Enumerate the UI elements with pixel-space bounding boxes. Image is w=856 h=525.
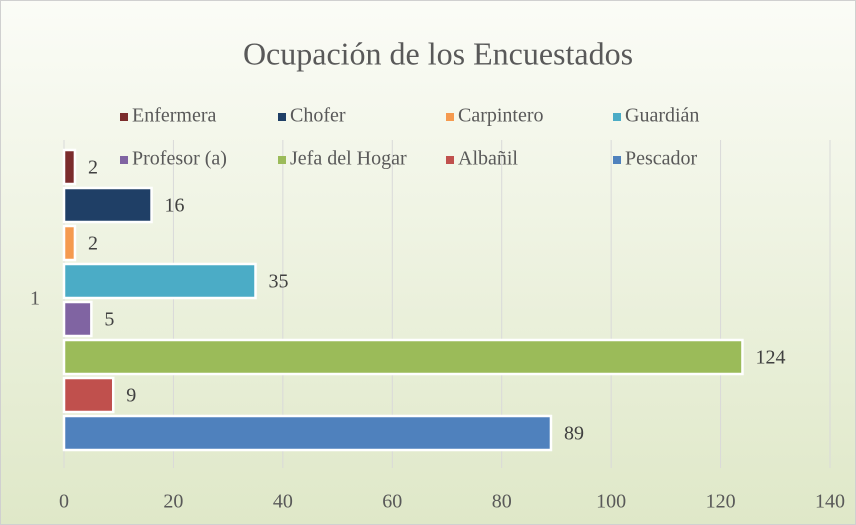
legend-swatch (278, 113, 286, 121)
x-tick-label: 120 (706, 491, 736, 513)
legend-swatch (120, 156, 128, 164)
legend-swatch (278, 156, 286, 164)
data-label: 9 (126, 385, 136, 407)
bar (62, 148, 77, 186)
x-tick-label: 140 (815, 491, 845, 513)
legend-swatch (446, 156, 454, 164)
x-tick-label: 0 (59, 491, 69, 513)
legend-label: Jefa del Hogar (290, 148, 407, 170)
data-label: 35 (269, 271, 289, 293)
legend-label: Chofer (290, 105, 346, 127)
bar (62, 338, 744, 376)
bar (62, 376, 115, 414)
bar (62, 224, 77, 262)
legend-label: Carpintero (458, 105, 544, 127)
x-tick-label: 60 (382, 491, 402, 513)
legend-swatch (120, 113, 128, 121)
data-label: 2 (88, 233, 98, 255)
bar (62, 186, 153, 224)
bar (62, 262, 257, 300)
data-label: 5 (104, 309, 114, 331)
y-tick-label: 1 (30, 288, 40, 310)
legend-label: Albañil (458, 148, 518, 170)
bar (62, 414, 553, 452)
legend-label: Guardián (625, 105, 699, 127)
legend-swatch (613, 156, 621, 164)
x-tick-label: 100 (596, 491, 626, 513)
data-label: 2 (88, 157, 98, 179)
legend-swatch (446, 113, 454, 121)
x-tick-label: 80 (492, 491, 512, 513)
bar (62, 300, 93, 338)
chart-title: Ocupación de los Encuestados (243, 35, 633, 71)
legend-swatch (613, 113, 621, 121)
x-tick-label: 40 (273, 491, 293, 513)
legend-label: Enfermera (132, 105, 217, 127)
x-tick-label: 20 (163, 491, 183, 513)
legend-label: Pescador (625, 148, 698, 170)
data-label: 16 (165, 195, 185, 217)
data-label: 124 (755, 347, 785, 369)
legend-label: Profesor (a) (132, 148, 227, 170)
data-label: 89 (564, 423, 584, 445)
